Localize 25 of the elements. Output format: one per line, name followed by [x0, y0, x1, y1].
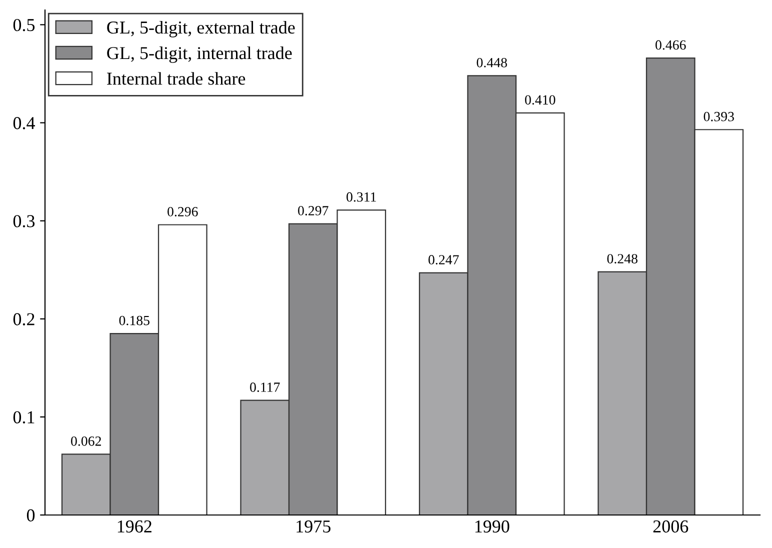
data-label: 0.297	[298, 206, 328, 216]
data-label: 0.448	[476, 58, 507, 68]
data-label: 0.185	[119, 316, 150, 326]
data-label: 0.296	[168, 207, 198, 216]
data-label: 0.410	[525, 95, 556, 105]
y-tick-label: 0.4	[13, 117, 35, 130]
y-tick-label: 0.2	[13, 313, 34, 326]
y-tick-label: 0.5	[13, 18, 35, 32]
data-label: 0.062	[71, 436, 101, 446]
legend-label: Internal trade share	[107, 72, 246, 85]
y-tick-label: 0.1	[13, 411, 34, 424]
x-tick-label: 1990	[475, 520, 510, 533]
data-label: 0.311	[346, 192, 376, 202]
data-label: 0.248	[607, 254, 638, 264]
legend-label: GL, 5-digit, internal trade	[107, 46, 292, 63]
data-label: 0.466	[656, 40, 686, 50]
data-label: 0.117	[250, 382, 280, 392]
y-tick-label: 0	[26, 509, 35, 522]
data-label: 0.393	[704, 112, 734, 122]
x-tick-label: 1962	[118, 520, 152, 533]
data-label: 0.247	[428, 255, 459, 264]
x-tick-label: 2006	[653, 520, 688, 533]
y-tick-label: 0.3	[13, 215, 35, 228]
legend-label: GL, 5-digit, external trade	[107, 20, 295, 38]
x-tick-label: 1975	[296, 520, 330, 533]
